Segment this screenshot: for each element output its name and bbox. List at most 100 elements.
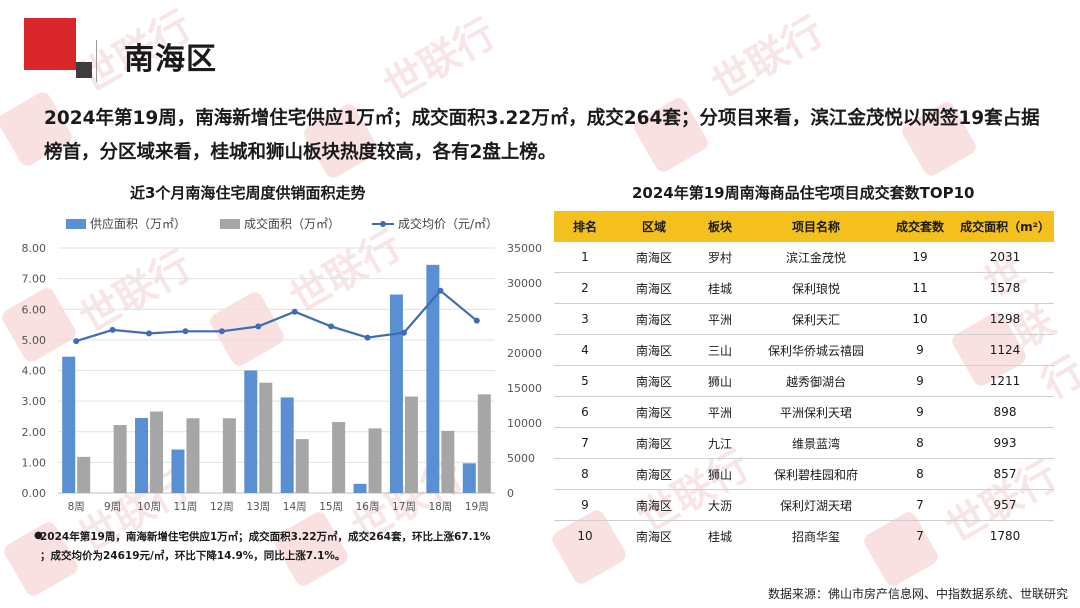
x-tick-label: 12周 bbox=[210, 501, 234, 513]
price-point bbox=[473, 317, 480, 324]
brand-logo-divider bbox=[96, 40, 97, 82]
price-point bbox=[146, 330, 153, 337]
table-cell: 8 bbox=[884, 458, 956, 490]
table-cell: 桂城 bbox=[707, 529, 732, 544]
y-left-tick-label: 3.00 bbox=[22, 395, 47, 408]
table-cell: 南海区 bbox=[635, 529, 672, 544]
supply-bar bbox=[389, 294, 403, 493]
table-cell: 保利华侨城云禧园 bbox=[748, 334, 884, 366]
table-cell: 九江 bbox=[692, 427, 748, 459]
supply-bar bbox=[244, 370, 258, 493]
table-cell: 7 bbox=[916, 529, 924, 543]
table-cell: 南海区 bbox=[616, 427, 692, 459]
table-cell: 狮山 bbox=[692, 458, 748, 490]
table-row: 4 南海区 三山 保利华侨城云禧园 9 1124 bbox=[554, 334, 1054, 366]
watermark-text: 世联行 bbox=[704, 8, 832, 109]
y-left-tick-label: 7.00 bbox=[22, 273, 47, 286]
y-right-tick-label: 20000 bbox=[507, 347, 542, 360]
table-cell: 南海区 bbox=[616, 396, 692, 428]
table-cell: 7 bbox=[554, 427, 616, 459]
deal-bar bbox=[368, 428, 382, 493]
table-cell: 越秀御湖台 bbox=[748, 365, 884, 397]
table-cell: 857 bbox=[956, 458, 1054, 490]
table-cell: 19 bbox=[884, 242, 956, 273]
table-header-cell: 成交面积（m²） bbox=[956, 211, 1054, 242]
price-point bbox=[109, 326, 116, 333]
table-cell: 平洲 bbox=[692, 396, 748, 428]
table-cell: 3 bbox=[554, 303, 616, 335]
note-line-1: 2024年第19周，南海新增住宅供应1万㎡；成交面积3.22万㎡，成交264套，… bbox=[40, 531, 491, 543]
table-cell: 1578 bbox=[956, 272, 1054, 304]
table-row: 10 南海区 桂城 招商华玺 7 1780 bbox=[554, 521, 1054, 552]
brand-logo-red-square bbox=[24, 18, 76, 70]
table-row: 6 南海区 平洲 平洲保利天珺 9 898 bbox=[554, 396, 1054, 428]
supply-bar bbox=[280, 397, 294, 493]
table-cell: 罗村 bbox=[692, 242, 748, 273]
x-tick-label: 10周 bbox=[137, 501, 161, 513]
y-right-tick-label: 0 bbox=[507, 487, 514, 500]
price-point bbox=[328, 323, 335, 330]
y-right-tick-label: 15000 bbox=[507, 382, 542, 395]
x-tick-label: 8周 bbox=[68, 501, 85, 513]
table-cell: 8 bbox=[884, 427, 956, 459]
deal-bar bbox=[77, 456, 91, 493]
supply-bar bbox=[62, 356, 76, 493]
table-cell: 南海区 bbox=[616, 334, 692, 366]
table-cell: 1780 bbox=[989, 529, 1021, 543]
deal-bar bbox=[477, 394, 491, 493]
table-cell: 南海区 bbox=[616, 303, 692, 335]
table-cell: 1 bbox=[554, 242, 616, 273]
table-cell: 保利琅悦 bbox=[748, 272, 884, 304]
supply-bar bbox=[171, 449, 185, 493]
y-left-tick-label: 8.00 bbox=[22, 242, 47, 255]
table-header-cell: 排名 bbox=[554, 211, 616, 242]
table-cell: 保利碧桂园和府 bbox=[748, 458, 884, 490]
x-tick-label: 9周 bbox=[104, 501, 121, 513]
price-line bbox=[75, 289, 478, 343]
y-left-tick-label: 0.00 bbox=[22, 487, 47, 500]
x-tick-label: 16周 bbox=[356, 501, 380, 513]
table-cell: 11 bbox=[884, 272, 956, 304]
table-row: 3 南海区 平洲 保利天汇 10 1298 bbox=[554, 303, 1054, 335]
price-point bbox=[182, 328, 189, 335]
table-row: 1 南海区 罗村 滨江金茂悦 19 2031 bbox=[554, 242, 1054, 273]
price-point bbox=[437, 287, 444, 294]
summary-text: 2024年第19周，南海新增住宅供应1万㎡；成交面积3.22万㎡，成交264套；… bbox=[44, 108, 1040, 163]
watermark-text: 世联行 bbox=[376, 10, 504, 111]
x-tick-label: 15周 bbox=[319, 501, 343, 513]
table-cell: 保利灯湖天珺 bbox=[748, 489, 884, 521]
y-left-tick-label: 6.00 bbox=[22, 303, 47, 316]
table-cell: 保利天汇 bbox=[748, 303, 884, 335]
x-tick-label: 11周 bbox=[174, 501, 198, 513]
deal-bar bbox=[441, 430, 455, 493]
table-cell: 9 bbox=[884, 396, 956, 428]
y-right-tick-label: 30000 bbox=[507, 277, 542, 290]
deal-bar bbox=[259, 382, 273, 493]
price-point bbox=[218, 328, 225, 335]
table-cell: 1211 bbox=[956, 365, 1054, 397]
supply-bar bbox=[462, 463, 476, 493]
table-cell: 南海区 bbox=[616, 365, 692, 397]
y-right-tick-label: 10000 bbox=[507, 417, 542, 430]
table-row: 9 南海区 大沥 保利灯湖天珺 7 957 bbox=[554, 489, 1054, 521]
deal-bar bbox=[295, 439, 309, 493]
table-cell: 4 bbox=[554, 334, 616, 366]
deal-bar bbox=[222, 418, 236, 493]
table-cell: 招商华玺 bbox=[791, 529, 840, 544]
table-cell: 南海区 bbox=[616, 242, 692, 273]
table-cell: 1124 bbox=[956, 334, 1054, 366]
supply-bar bbox=[135, 417, 149, 493]
y-right-tick-label: 25000 bbox=[507, 312, 542, 325]
y-left-tick-label: 1.00 bbox=[22, 456, 47, 469]
deal-bar bbox=[186, 418, 200, 493]
y-left-tick-label: 4.00 bbox=[22, 365, 47, 378]
table-cell: 9 bbox=[884, 334, 956, 366]
price-point bbox=[73, 338, 80, 345]
supply-deal-chart: 0.00 1.00 2.00 3.00 4.00 5.00 6.00 7.00 8.00 0 500… bbox=[22, 216, 543, 513]
deal-bar bbox=[113, 425, 127, 493]
legend-supply-swatch bbox=[66, 219, 86, 229]
table-cell: 957 bbox=[956, 489, 1054, 521]
data-source: 数据来源：佛山市房产信息网、中指数据系统、世联研究 bbox=[767, 587, 1068, 601]
table-cell: 南海区 bbox=[616, 489, 692, 521]
x-tick-label: 18周 bbox=[428, 501, 452, 513]
